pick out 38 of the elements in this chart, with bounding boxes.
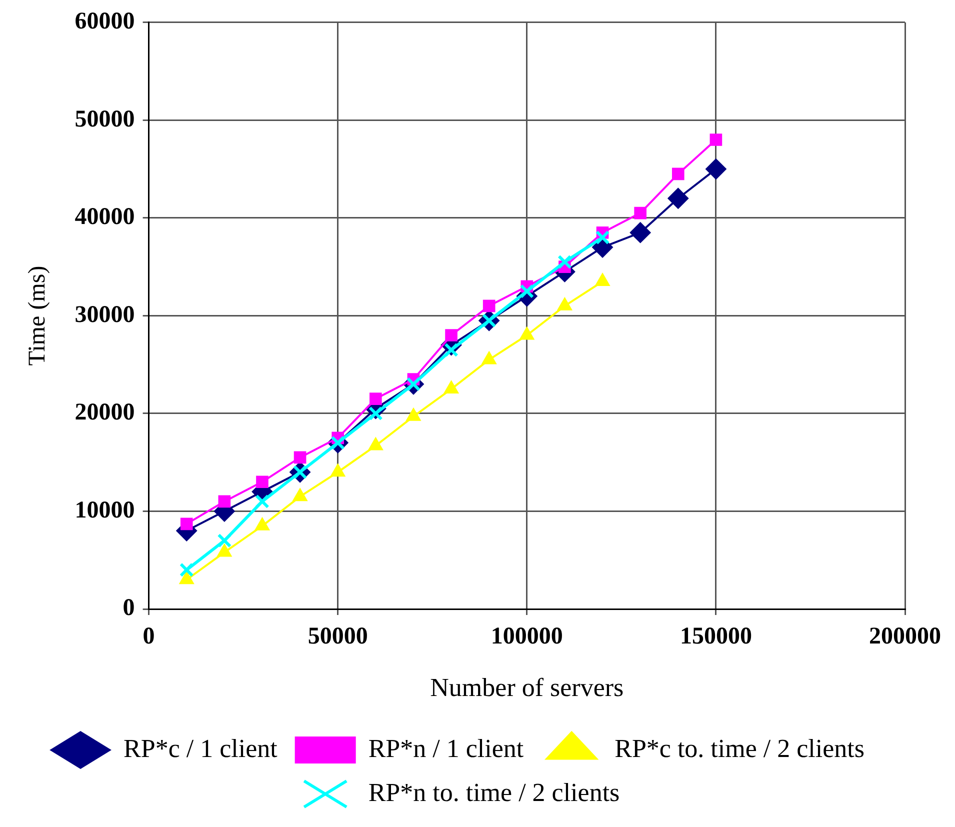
point [218, 495, 231, 508]
x-tick-label: 50000 [308, 624, 368, 650]
y-tick-label: 50000 [74, 106, 135, 132]
point [520, 284, 534, 298]
point [330, 436, 346, 450]
legend-label: RP*n / 1 client [368, 734, 524, 763]
y-tick-label: 0 [122, 595, 135, 622]
y-tick-label: 10000 [74, 497, 135, 524]
point [482, 300, 496, 312]
point [180, 518, 193, 530]
x-tick-label: 100000 [490, 624, 563, 650]
legend-label: RP*c / 1 client [124, 734, 278, 763]
legend-label: RP*n to. time / 2 clients [368, 778, 620, 807]
point [294, 451, 306, 464]
x-tick-label: 200000 [869, 624, 941, 650]
y-tick-label: 30000 [74, 302, 135, 328]
point [370, 392, 382, 405]
y-axis-title: Time (ms) [24, 266, 51, 366]
y-tick-label: 60000 [74, 8, 135, 35]
x-axis-title: Number of servers [430, 673, 624, 702]
point [217, 533, 232, 548]
point [672, 168, 684, 180]
point [595, 230, 610, 245]
x-tick-label: 150000 [680, 624, 752, 650]
x-tick-label: 0 [142, 624, 155, 650]
point [445, 329, 458, 342]
point [630, 222, 651, 244]
y-tick-label: 40000 [74, 204, 135, 230]
point [558, 254, 572, 270]
point [179, 562, 194, 578]
point [710, 134, 722, 146]
point [256, 476, 268, 488]
point [634, 206, 646, 220]
legend-label: RP*c to. time / 2 clients [614, 734, 864, 763]
point [705, 158, 726, 180]
y-tick-label: 20000 [74, 400, 135, 426]
point [255, 494, 270, 509]
point [668, 188, 689, 209]
